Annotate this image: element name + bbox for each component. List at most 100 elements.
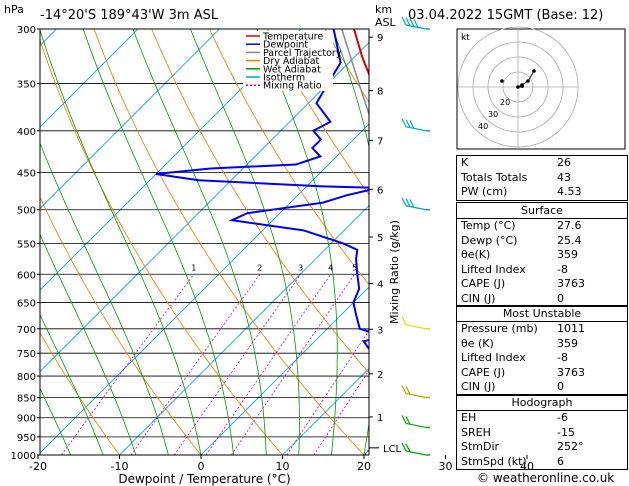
isotherm-line — [119, 204, 369, 455]
row-label: Temp (°C) — [461, 219, 516, 232]
legend-label: Dry Adiabat — [263, 56, 320, 67]
km-tick-label: 8 — [377, 87, 383, 98]
row-value: 1011 — [557, 322, 585, 335]
pressure-tick-label: 500 — [17, 206, 36, 217]
pressure-tick-label: 800 — [17, 372, 36, 383]
km-tick-label: 4 — [377, 280, 383, 291]
wind-barb-shaft — [405, 324, 427, 330]
km-tick-label: 1 — [377, 413, 383, 424]
location-title: -14°20'S 189°43'W 3m ASL — [40, 8, 219, 23]
pressure-tick-label: 950 — [17, 433, 36, 444]
row-value: 25.4 — [557, 233, 582, 247]
table-row: EH -6 — [457, 411, 627, 426]
pressure-tick-label: 400 — [17, 127, 36, 138]
km-tick-label: 3 — [377, 325, 383, 336]
wind-barb-shaft — [405, 392, 427, 399]
dry-adiabat-line — [151, 29, 369, 374]
wind-barb-feather — [401, 442, 407, 452]
mixing-ratio-line — [313, 369, 369, 455]
mixing-ratio-label: 5 — [352, 263, 357, 272]
surface-title: Surface — [457, 203, 627, 219]
km-tick-label: 7 — [377, 136, 383, 147]
dry-adiabat-line — [40, 196, 202, 455]
wet-adiabat-line — [40, 142, 169, 455]
hodo-table: EH -6 SREH -15 StmDir 252° StmSpd (kt) 6 — [457, 411, 627, 469]
table-row: Dewp (°C) 25.4 — [457, 234, 627, 249]
profile-lines — [155, 29, 369, 351]
temp-tick-label: 0 — [198, 460, 205, 473]
table-row: Temp (°C) 27.6 — [457, 219, 627, 234]
row-value: 3763 — [557, 365, 585, 379]
row-value: 27.6 — [557, 219, 582, 232]
row-value: 359 — [557, 248, 578, 261]
row-label: PW (cm) — [461, 185, 508, 198]
wind-barb-shaft — [405, 24, 427, 30]
hodograph-ring-label: 30 — [488, 110, 498, 119]
wet-adiabat-line — [397, 29, 435, 455]
pressure-tick-label: 650 — [17, 299, 36, 310]
row-label: θe (K) — [461, 336, 494, 350]
row-value: 26 — [557, 156, 571, 169]
pressure-tick-label: 600 — [17, 270, 36, 281]
table-row: CIN (J) 0 — [457, 380, 627, 395]
row-label: StmDir — [461, 440, 500, 453]
km-unit: km — [375, 3, 393, 16]
row-value: 359 — [557, 336, 578, 350]
table-row: StmDir 252° — [457, 440, 627, 455]
wind-barb-feather — [405, 119, 411, 128]
legend-label: Temperature — [262, 32, 323, 43]
wind-barb-shaft — [405, 450, 427, 456]
km-tick-label: 6 — [377, 185, 383, 196]
legend-label: Wet Adiabat — [263, 64, 321, 75]
datetime-title: 03.04.2022 15GMT (Base: 12) — [408, 8, 604, 23]
wind-barb-feather — [401, 316, 407, 326]
unstable-title: Most Unstable — [457, 306, 627, 322]
legend-label: Mixing Ratio — [263, 81, 322, 92]
hpa-unit: hPa — [4, 3, 24, 16]
temp-tick-label: -20 — [29, 460, 47, 473]
mixing-ratio-label: 10 — [427, 263, 437, 272]
row-label: Pressure (mb) — [461, 322, 538, 335]
hodograph-frame — [456, 28, 626, 150]
table-row: Lifted Index -8 — [457, 351, 627, 366]
wind-barb-feather — [405, 17, 411, 27]
pressure-tick-label: 300 — [17, 25, 36, 36]
mixing-ratio-line — [130, 274, 261, 455]
footer-credit: © weatheronline.co.uk — [477, 471, 615, 485]
table-row: CAPE (J) 3763 — [457, 366, 627, 381]
km-tick-label: 9 — [377, 33, 383, 44]
wet-adiabat-line — [40, 233, 137, 455]
wind-barb-feather — [409, 199, 415, 208]
indices-box: K 26 Totals Totals 43 PW (cm) 4.53 — [456, 155, 628, 201]
temp-tick-label: 30 — [439, 460, 453, 473]
hodo-box: Hodograph EH -6 SREH -15 StmDir 252° StmSpd (k… — [456, 394, 628, 470]
plot-frame — [39, 28, 370, 456]
mixing-ratio-line — [61, 274, 195, 455]
hodograph-unit: kt — [461, 33, 470, 43]
row-label: CAPE (J) — [461, 365, 506, 379]
wet-adiabat-line — [40, 29, 202, 455]
row-label: StmSpd (kt) — [461, 454, 527, 468]
row-label: SREH — [461, 425, 491, 439]
row-value: 0 — [557, 291, 564, 305]
dry-adiabat-line — [40, 332, 120, 455]
mixing-ratio-label: 1 — [191, 263, 196, 272]
legend-label: Dewpoint — [263, 40, 308, 51]
row-label: Dewp (°C) — [461, 233, 518, 247]
row-label: θe(K) — [461, 248, 491, 261]
temp-tick-label: 10 — [276, 460, 290, 473]
isotherm-line — [282, 367, 369, 455]
row-label: CIN (J) — [461, 380, 496, 393]
mean-wind-point — [520, 84, 524, 88]
table-row: CIN (J) 0 — [457, 292, 627, 307]
dry-adiabat-line — [266, 29, 369, 196]
hodograph-ring-label: 20 — [500, 98, 510, 107]
isotherm-line — [40, 29, 139, 128]
km-tick-label: 2 — [377, 370, 383, 381]
wind-barb-feather — [401, 385, 407, 394]
dry-adiabat-line — [209, 29, 369, 286]
row-value: 3763 — [557, 277, 585, 290]
